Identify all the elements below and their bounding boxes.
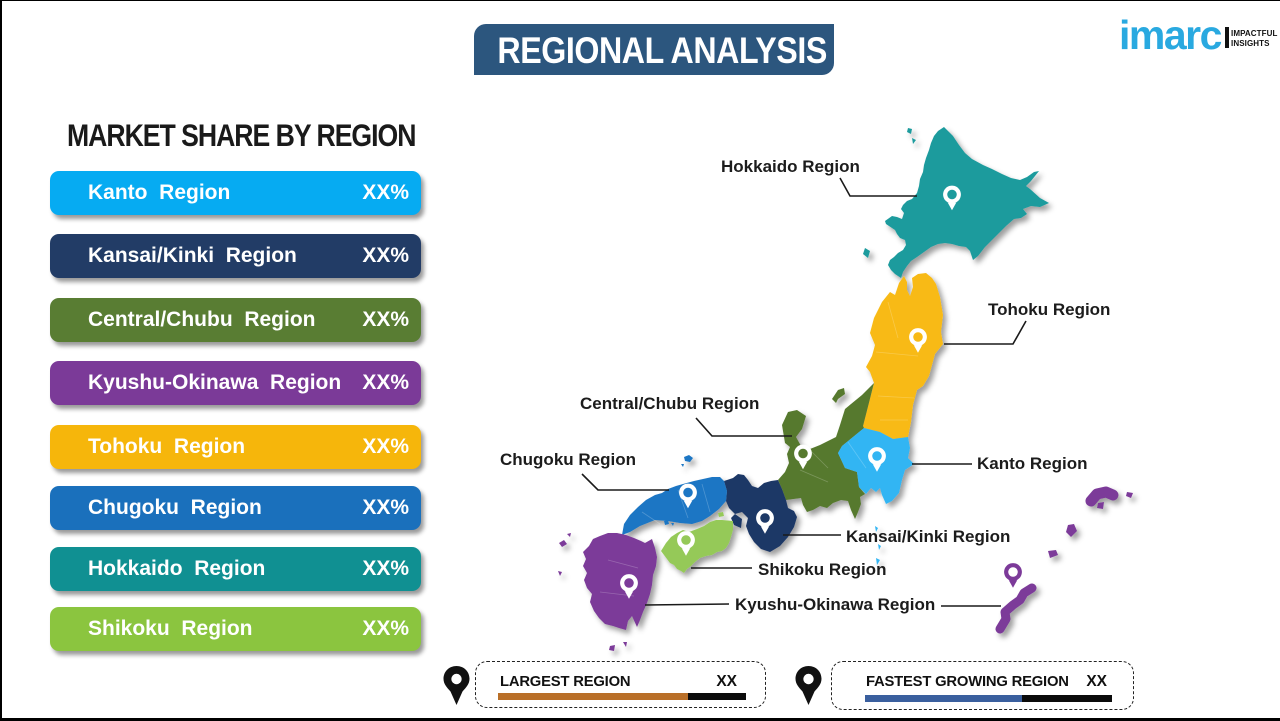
svg-text:Hokkaido Region: Hokkaido Region <box>721 157 860 176</box>
svg-text:Kansai/Kinki Region: Kansai/Kinki Region <box>846 527 1010 546</box>
svg-text:Tohoku Region: Tohoku Region <box>988 300 1110 319</box>
svg-text:Central/Chubu Region: Central/Chubu Region <box>580 394 759 413</box>
svg-text:Kanto Region: Kanto Region <box>977 454 1088 473</box>
svg-text:Chugoku Region: Chugoku Region <box>500 450 636 469</box>
svg-text:Shikoku Region: Shikoku Region <box>758 560 886 579</box>
svg-text:Kyushu-Okinawa Region: Kyushu-Okinawa Region <box>735 595 935 614</box>
